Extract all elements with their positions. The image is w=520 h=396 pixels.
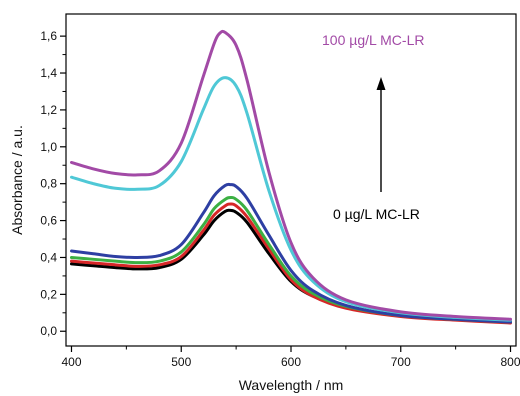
x-tick-label: 800 bbox=[500, 355, 520, 369]
x-tick-label: 600 bbox=[281, 355, 301, 369]
y-tick-label: 0,4 bbox=[40, 250, 57, 264]
y-tick-label: 1,2 bbox=[40, 103, 57, 117]
y-axis-title: Absorbance / a.u. bbox=[9, 125, 25, 235]
series-line-5 bbox=[69, 76, 513, 322]
series-line-2 bbox=[69, 202, 513, 325]
y-tick-label: 1,4 bbox=[40, 66, 57, 80]
series-line-4 bbox=[69, 182, 513, 324]
arrow-head bbox=[376, 77, 386, 90]
x-axis-title: Wavelength / nm bbox=[239, 377, 344, 393]
x-tick-label: 700 bbox=[391, 355, 411, 369]
y-tick-label: 1,0 bbox=[40, 140, 57, 154]
increase-arrow bbox=[376, 77, 386, 192]
plot-frame bbox=[65, 13, 517, 347]
series-line-6 bbox=[69, 29, 513, 321]
x-tick-label: 400 bbox=[61, 355, 81, 369]
x-axis-ticks: 400 500 600 700 800 bbox=[61, 346, 520, 369]
y-tick-label: 0,8 bbox=[40, 177, 57, 191]
series-layer bbox=[69, 29, 513, 325]
series-line-3 bbox=[69, 196, 513, 324]
y-tick-label: 0,6 bbox=[40, 214, 57, 228]
y-tick-label: 1,6 bbox=[40, 29, 57, 43]
y-tick-label: 0,2 bbox=[40, 287, 57, 301]
y-axis-ticks: 0,0 0,2 0,4 0,6 0,8 1,0 1,2 1,4 1,6 bbox=[40, 29, 66, 338]
y-tick-label: 0,0 bbox=[40, 324, 57, 338]
annotation-top-label: 100 µg/L MC-LR bbox=[322, 32, 424, 48]
annotation-bottom-label: 0 µg/L MC-LR bbox=[333, 206, 420, 222]
x-tick-label: 500 bbox=[171, 355, 191, 369]
